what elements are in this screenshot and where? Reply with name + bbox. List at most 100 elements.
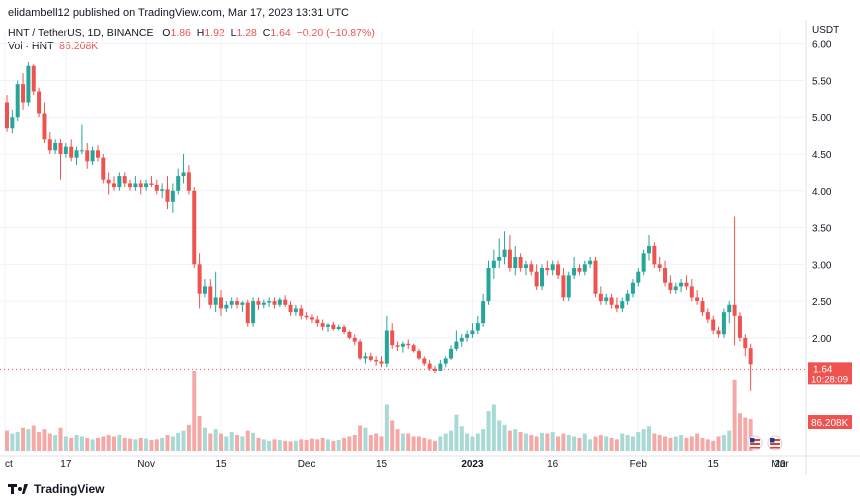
volume-bar xyxy=(245,430,250,451)
volume-bar xyxy=(433,440,437,451)
y-tick-label: 5.50 xyxy=(812,76,832,87)
us-flag-event-icon xyxy=(747,435,763,451)
x-tick-label: 16 xyxy=(547,459,559,470)
candle-body xyxy=(566,275,571,298)
candle-body xyxy=(540,268,544,287)
volume-bar xyxy=(240,436,245,451)
candle-body xyxy=(176,176,181,191)
candle-body xyxy=(427,363,432,369)
candle-body xyxy=(459,337,464,342)
volume-bar xyxy=(192,371,197,451)
candle-body xyxy=(438,363,443,371)
volume-bar xyxy=(106,435,111,451)
candle-body xyxy=(331,324,336,330)
candle-body xyxy=(529,264,534,272)
candle-body xyxy=(647,245,651,254)
candle-body xyxy=(406,343,411,346)
candle-body xyxy=(326,324,330,327)
candle-body xyxy=(582,264,587,272)
candle-body xyxy=(513,256,518,268)
y-tick-label: 6.00 xyxy=(812,40,832,51)
volume-bar xyxy=(374,433,379,451)
candle-body xyxy=(534,271,539,287)
volume-bar xyxy=(320,437,325,451)
x-tick-label: 15 xyxy=(708,459,720,470)
candle-body xyxy=(352,337,357,342)
volume-bar xyxy=(689,436,694,451)
y-tick-label: 2.00 xyxy=(812,334,832,345)
volume-bar xyxy=(235,435,240,451)
y-tick-label: 5.00 xyxy=(812,113,832,124)
candle-body xyxy=(165,189,170,202)
volume-bar xyxy=(181,430,186,451)
candle-body xyxy=(374,359,379,362)
volume-bar xyxy=(368,435,373,451)
volume-bar xyxy=(213,429,218,451)
last-volume-label: 86.208K xyxy=(811,418,849,429)
candle-body xyxy=(224,304,229,309)
candle-body xyxy=(197,264,202,294)
volume-bar xyxy=(208,433,213,451)
x-tick-label: ct xyxy=(5,459,13,470)
y-tick-label: 4.00 xyxy=(812,187,832,198)
candle-body xyxy=(433,368,437,371)
volume-bar xyxy=(315,439,320,451)
candle-body xyxy=(90,150,95,162)
candle-body xyxy=(181,172,186,177)
candle-body xyxy=(256,301,261,305)
candle-body xyxy=(556,264,561,276)
x-tick-label: Dec xyxy=(298,459,316,470)
candle-body xyxy=(737,315,742,338)
volume-bar xyxy=(700,437,705,451)
candle-body xyxy=(695,297,700,302)
volume-bar xyxy=(502,424,507,451)
volume-bar xyxy=(390,420,395,451)
candle-body xyxy=(711,319,716,331)
candle-body xyxy=(37,91,42,114)
volume-bar xyxy=(598,435,603,451)
volume-label[interactable]: Vol · HNT xyxy=(8,40,54,52)
volume-bar xyxy=(534,436,539,451)
volume-bar xyxy=(748,419,753,451)
volume-bar xyxy=(277,440,282,451)
candle-body xyxy=(272,301,277,305)
volume-bar xyxy=(202,427,207,451)
candle-body xyxy=(315,319,320,324)
volume-bar xyxy=(620,433,625,451)
tradingview-wordmark: TradingView xyxy=(34,482,105,496)
candle-body xyxy=(727,304,732,313)
volume-bar xyxy=(577,437,582,451)
volume-bar xyxy=(21,427,26,451)
volume-bar xyxy=(609,437,614,451)
candle-body xyxy=(261,302,266,305)
volume-bar xyxy=(197,416,202,451)
volume-bar xyxy=(229,432,234,451)
volume-bar xyxy=(679,435,684,451)
candle-body xyxy=(507,249,512,268)
volume-bar xyxy=(663,436,668,451)
candle-body xyxy=(368,356,373,360)
symbol-label[interactable]: HNT / TetherUS, 1D, BINANCE xyxy=(8,27,154,39)
candle-body xyxy=(26,65,31,103)
open-value: 1.86 xyxy=(170,27,191,39)
volume-bar xyxy=(154,439,159,451)
volume-bar xyxy=(582,433,587,451)
candle-body xyxy=(58,142,63,154)
candle-body xyxy=(652,245,657,265)
volume-bar xyxy=(133,439,138,451)
close-label: C xyxy=(262,27,271,39)
change-value: −0.20 (−10.87%) xyxy=(296,27,375,39)
publisher-line: elidambell12 published on TradingView.co… xyxy=(8,7,349,19)
candle-body xyxy=(400,343,405,347)
volume-bar xyxy=(518,432,523,451)
candle-body xyxy=(390,330,395,346)
candle-body xyxy=(299,308,304,316)
candle-body xyxy=(486,268,491,302)
volume-bar xyxy=(459,426,464,451)
volume-bar xyxy=(138,437,143,451)
candle-body xyxy=(74,150,79,158)
volume-bar xyxy=(299,439,304,451)
volume-bar xyxy=(53,435,58,451)
candle-body xyxy=(384,330,389,364)
